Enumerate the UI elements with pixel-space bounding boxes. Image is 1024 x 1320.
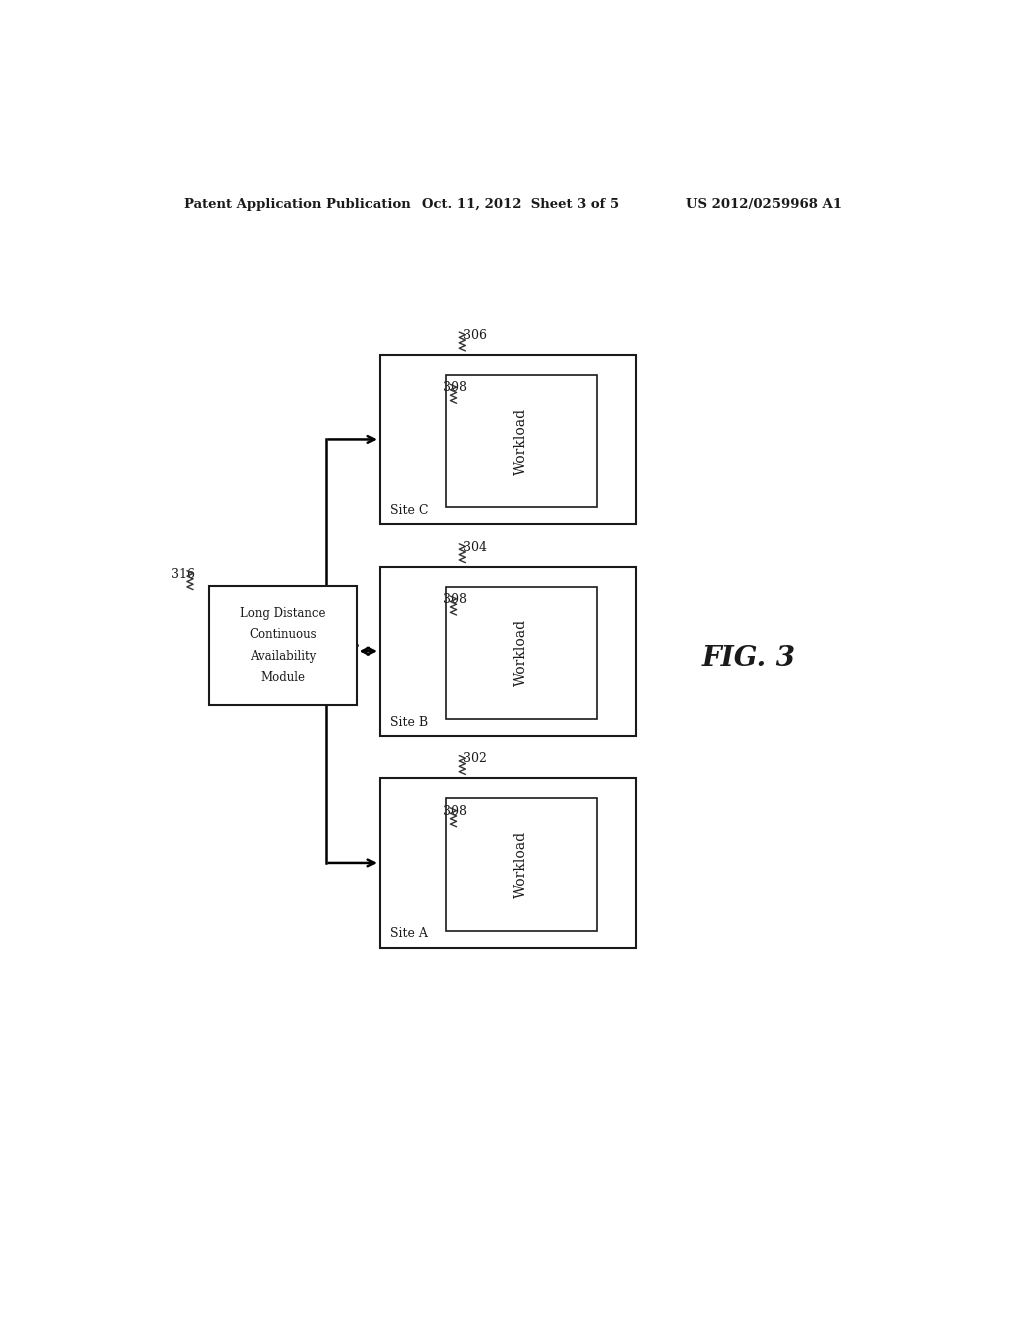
Bar [380, 566, 636, 737]
Text: US 2012/0259968 A1: US 2012/0259968 A1 [686, 198, 842, 211]
Text: Workload: Workload [514, 830, 528, 898]
Bar [380, 355, 636, 524]
Bar [445, 799, 597, 931]
Text: 308: 308 [442, 593, 467, 606]
Text: Workload: Workload [514, 619, 528, 686]
Text: Long Distance: Long Distance [241, 607, 326, 619]
Text: 302: 302 [463, 752, 487, 766]
Text: Module: Module [260, 672, 305, 684]
Text: Patent Application Publication: Patent Application Publication [183, 198, 411, 211]
Text: 306: 306 [463, 329, 487, 342]
Bar [380, 779, 636, 948]
Text: Availability: Availability [250, 649, 316, 663]
Text: 316: 316 [171, 568, 195, 581]
Text: Site A: Site A [390, 927, 428, 940]
Text: 304: 304 [463, 541, 487, 554]
Bar [209, 586, 356, 705]
Text: Site B: Site B [390, 715, 428, 729]
Text: 308: 308 [442, 381, 467, 395]
Text: FIG. 3: FIG. 3 [701, 645, 796, 672]
Text: Workload: Workload [514, 408, 528, 475]
Text: Continuous: Continuous [249, 628, 316, 642]
Text: Oct. 11, 2012  Sheet 3 of 5: Oct. 11, 2012 Sheet 3 of 5 [423, 198, 620, 211]
Text: 308: 308 [442, 805, 467, 818]
Bar [445, 375, 597, 507]
Bar [445, 586, 597, 719]
Text: Site C: Site C [390, 504, 429, 517]
